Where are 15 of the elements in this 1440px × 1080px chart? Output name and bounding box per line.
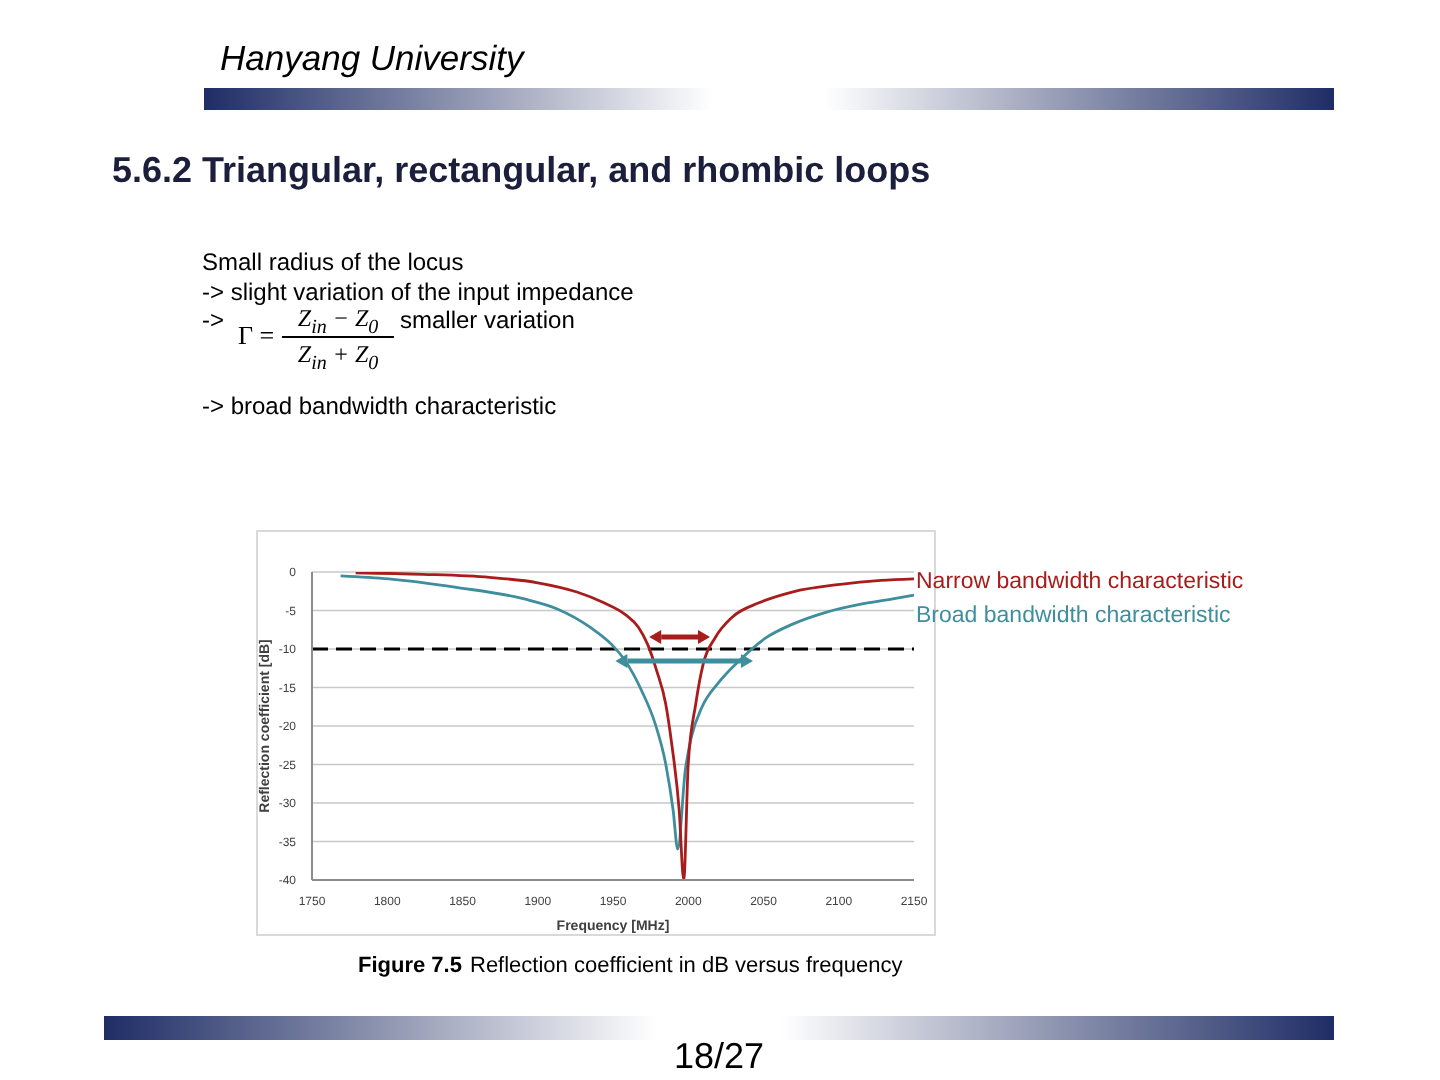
text: Γ = bbox=[238, 320, 275, 352]
text: -> slight variation of the input impedance bbox=[202, 278, 634, 307]
text: -> bbox=[202, 306, 225, 335]
caption: Figure 7.5 bbox=[358, 954, 462, 981]
chart-title: 5.6.2 Triangular, rectangular, and rhombic loops bbox=[112, 150, 931, 192]
series-label: Broad bandwidth characteristic bbox=[916, 604, 1231, 628]
text: Small radius of the locus bbox=[202, 248, 464, 277]
text: Reflection coefficient in dB versus frequency bbox=[470, 954, 903, 981]
text: smaller variation bbox=[400, 306, 575, 335]
text: -> broad bandwidth characteristic bbox=[202, 392, 557, 421]
text: 18/27 bbox=[674, 1036, 765, 1080]
text: Z$_{in}$ + Z$_{0}$ bbox=[295, 340, 381, 377]
text: Hanyang University bbox=[220, 38, 524, 80]
text: Z$_{in}$ − Z$_{0}$ bbox=[295, 304, 381, 341]
series-label: Narrow bandwidth characteristic bbox=[916, 570, 1244, 594]
